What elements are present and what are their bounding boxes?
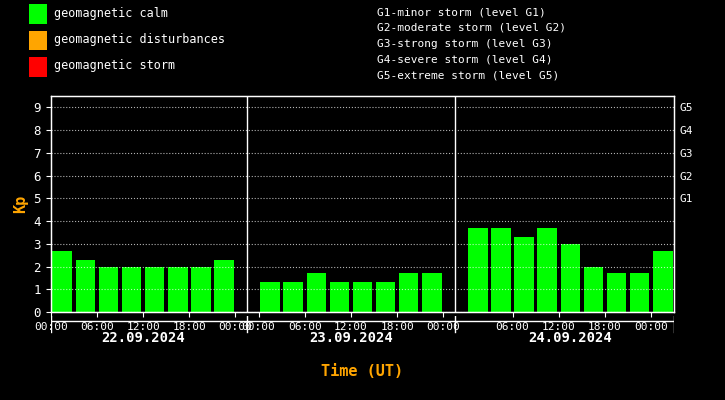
Bar [52,251,72,312]
Bar [514,237,534,312]
Text: geomagnetic disturbances: geomagnetic disturbances [54,33,225,46]
Text: G3-strong storm (level G3): G3-strong storm (level G3) [377,39,552,49]
Text: G1-minor storm (level G1): G1-minor storm (level G1) [377,7,546,17]
Bar [630,273,650,312]
Bar [214,260,233,312]
Text: G4-severe storm (level G4): G4-severe storm (level G4) [377,54,552,64]
Bar [399,273,418,312]
Bar [492,228,511,312]
FancyBboxPatch shape [29,57,47,76]
Bar [145,266,165,312]
Bar [653,251,673,312]
Y-axis label: Kp: Kp [13,195,28,213]
Bar [122,266,141,312]
FancyBboxPatch shape [29,4,47,24]
Text: G5-extreme storm (level G5): G5-extreme storm (level G5) [377,70,559,80]
Text: geomagnetic calm: geomagnetic calm [54,7,168,20]
Bar [607,273,626,312]
Text: geomagnetic storm: geomagnetic storm [54,60,175,72]
Bar [75,260,95,312]
Bar [468,228,488,312]
Bar [283,282,303,312]
Bar [191,266,211,312]
Bar [260,282,280,312]
Text: 22.09.2024: 22.09.2024 [102,331,185,345]
Text: G2-moderate storm (level G2): G2-moderate storm (level G2) [377,23,566,33]
Bar [584,266,603,312]
Bar [307,273,326,312]
Bar [376,282,395,312]
Text: 24.09.2024: 24.09.2024 [529,331,612,345]
Text: Time (UT): Time (UT) [321,364,404,380]
Text: 23.09.2024: 23.09.2024 [309,331,393,345]
Bar [330,282,349,312]
Bar [168,266,188,312]
Bar [560,244,580,312]
Bar [422,273,442,312]
FancyBboxPatch shape [29,31,47,50]
Bar [99,266,118,312]
Bar [352,282,373,312]
Bar [537,228,557,312]
